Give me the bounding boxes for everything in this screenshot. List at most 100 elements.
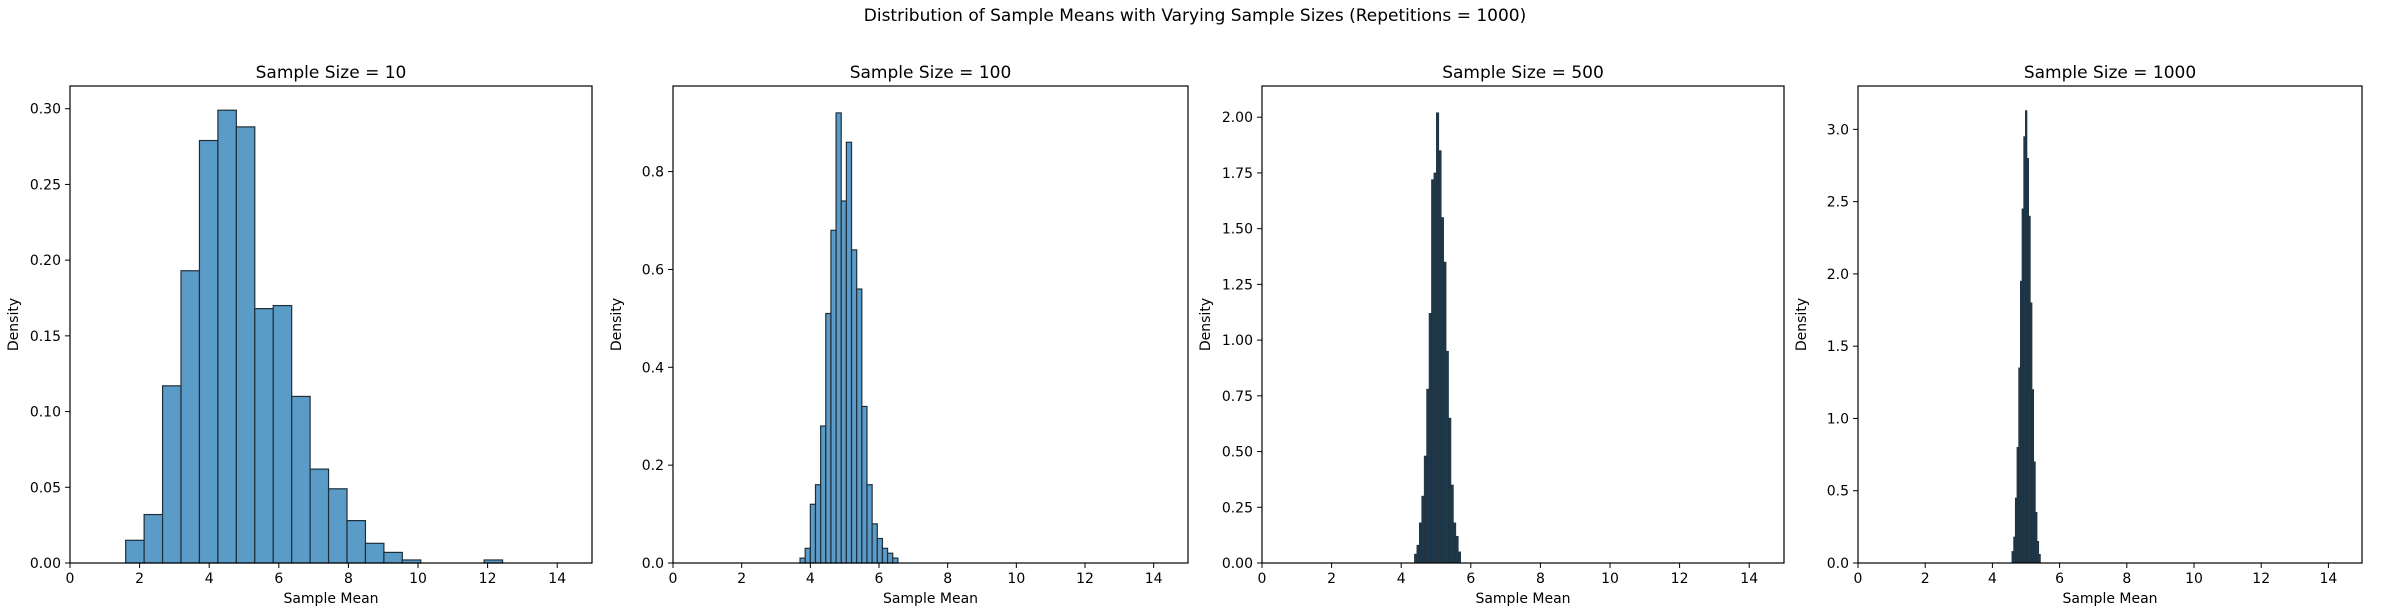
y-tick-label: 0.0 bbox=[1827, 556, 1849, 572]
histogram-bar bbox=[180, 270, 201, 564]
histogram-bar bbox=[1443, 261, 1447, 564]
histogram-bar bbox=[876, 537, 884, 564]
histogram-bar bbox=[1433, 172, 1437, 564]
histogram-bar bbox=[1418, 522, 1423, 564]
y-tick-label: 0.0 bbox=[642, 556, 664, 572]
histogram-bar bbox=[364, 542, 385, 564]
histogram-bar bbox=[1414, 553, 1418, 564]
histogram-bar bbox=[1450, 484, 1454, 564]
histogram-bar bbox=[881, 547, 889, 564]
y-axis-label: Density bbox=[609, 298, 625, 351]
x-tick-label: 2 bbox=[737, 571, 746, 587]
y-tick-label: 0.15 bbox=[30, 329, 61, 345]
histogram-bar bbox=[856, 288, 863, 564]
histogram-bar bbox=[346, 519, 367, 564]
y-tick-label: 0.05 bbox=[30, 480, 61, 496]
histogram-bar bbox=[861, 405, 868, 564]
x-tick-label: 14 bbox=[2319, 571, 2337, 587]
x-tick-label: 12 bbox=[1671, 571, 1689, 587]
subplot-1: 0 2 4 6 8 10 12 14 0.00 0.05 0.10 0.15 0.20 0.25 0.30 S… bbox=[6, 63, 593, 607]
x-tick-label: 14 bbox=[1145, 571, 1163, 587]
subplot-title: Sample Size = 10 bbox=[256, 63, 407, 83]
y-tick-label: 0.30 bbox=[30, 102, 61, 118]
histogram-bar bbox=[830, 229, 837, 564]
histogram-bar bbox=[840, 200, 847, 564]
x-tick-label: 14 bbox=[1740, 571, 1758, 587]
histogram-bar bbox=[1440, 217, 1444, 564]
histogram-bar bbox=[217, 109, 237, 564]
x-tick-label: 2 bbox=[1921, 571, 1930, 587]
x-tick-label: 12 bbox=[1076, 571, 1094, 587]
y-tick-label: 1.00 bbox=[1222, 333, 1253, 349]
histogram-bar bbox=[892, 557, 899, 564]
x-tick-label: 0 bbox=[669, 571, 678, 587]
histogram-bar bbox=[1448, 417, 1452, 564]
histogram-bar bbox=[835, 112, 842, 564]
histogram-bar bbox=[1453, 522, 1457, 564]
histogram-bar bbox=[1438, 150, 1442, 564]
subplot-title: Sample Size = 100 bbox=[850, 63, 1012, 83]
y-tick-label: 1.50 bbox=[1222, 222, 1253, 238]
x-tick-label: 6 bbox=[2055, 571, 2064, 587]
histogram-bar bbox=[1421, 495, 1425, 564]
x-tick-label: 12 bbox=[479, 571, 497, 587]
histogram-bar bbox=[799, 557, 806, 564]
y-tick-label: 0.25 bbox=[30, 177, 61, 193]
y-tick-label: 1.5 bbox=[1827, 339, 1849, 355]
histogram-bar bbox=[272, 304, 293, 564]
x-tick-label: 4 bbox=[1988, 571, 1997, 587]
y-tick-label: 0.4 bbox=[642, 360, 664, 376]
histogram-bar bbox=[845, 141, 853, 564]
x-tick-label: 0 bbox=[66, 571, 75, 587]
histogram-bar bbox=[814, 484, 822, 564]
x-tick-label: 4 bbox=[205, 571, 214, 587]
histogram-bar bbox=[820, 425, 827, 564]
subplot-title: Sample Size = 1000 bbox=[2024, 63, 2196, 83]
histogram-bar bbox=[291, 395, 311, 564]
histogram-bar bbox=[235, 126, 256, 564]
histogram-bar bbox=[143, 513, 164, 564]
x-tick-label: 0 bbox=[1258, 571, 1267, 587]
y-axis-label: Density bbox=[1198, 298, 1214, 351]
histogram-bar bbox=[809, 503, 817, 564]
x-axis-label: Sample Mean bbox=[283, 591, 378, 607]
y-tick-label: 1.75 bbox=[1222, 166, 1253, 182]
x-tick-label: 6 bbox=[1466, 571, 1475, 587]
y-tick-label: 3.0 bbox=[1827, 122, 1849, 138]
subplot-2: 0 2 4 6 8 10 12 14 0.0 0.2 0.4 0.6 0.8 Sample Size = … bbox=[609, 63, 1189, 607]
y-tick-label: 2.00 bbox=[1222, 110, 1253, 126]
histogram-bar bbox=[1416, 544, 1420, 564]
histogram-bar bbox=[1436, 112, 1440, 564]
histogram-bar bbox=[1445, 350, 1449, 564]
histogram-bar bbox=[2038, 554, 2041, 564]
y-tick-label: 1.0 bbox=[1827, 411, 1849, 427]
histogram-bar bbox=[254, 308, 274, 564]
x-tick-label: 4 bbox=[1397, 571, 1406, 587]
x-axis-label: Sample Mean bbox=[883, 591, 978, 607]
axes-frame bbox=[1857, 85, 2363, 564]
axes-frame bbox=[672, 85, 1189, 564]
x-tick-label: 8 bbox=[344, 571, 353, 587]
y-tick-label: 0.20 bbox=[30, 253, 61, 269]
x-axis-label: Sample Mean bbox=[2062, 591, 2157, 607]
axes-frame bbox=[1261, 85, 1785, 564]
y-tick-label: 2.5 bbox=[1827, 195, 1849, 211]
histogram-bar bbox=[309, 468, 330, 564]
histogram-bar bbox=[1423, 455, 1427, 564]
y-tick-label: 2.0 bbox=[1827, 267, 1849, 283]
x-tick-label: 4 bbox=[806, 571, 815, 587]
histogram-bar bbox=[804, 547, 811, 564]
x-tick-label: 0 bbox=[1854, 571, 1863, 587]
x-tick-label: 2 bbox=[135, 571, 144, 587]
histogram-bar bbox=[866, 484, 873, 564]
y-tick-label: 0.8 bbox=[642, 165, 664, 181]
y-tick-label: 0.75 bbox=[1222, 389, 1253, 405]
histogram-bar bbox=[850, 249, 858, 564]
x-tick-label: 14 bbox=[548, 571, 566, 587]
x-tick-label: 8 bbox=[943, 571, 952, 587]
y-tick-label: 0.10 bbox=[30, 405, 61, 421]
x-tick-label: 12 bbox=[2252, 571, 2270, 587]
y-tick-label: 0.2 bbox=[642, 458, 664, 474]
x-tick-label: 6 bbox=[274, 571, 283, 587]
